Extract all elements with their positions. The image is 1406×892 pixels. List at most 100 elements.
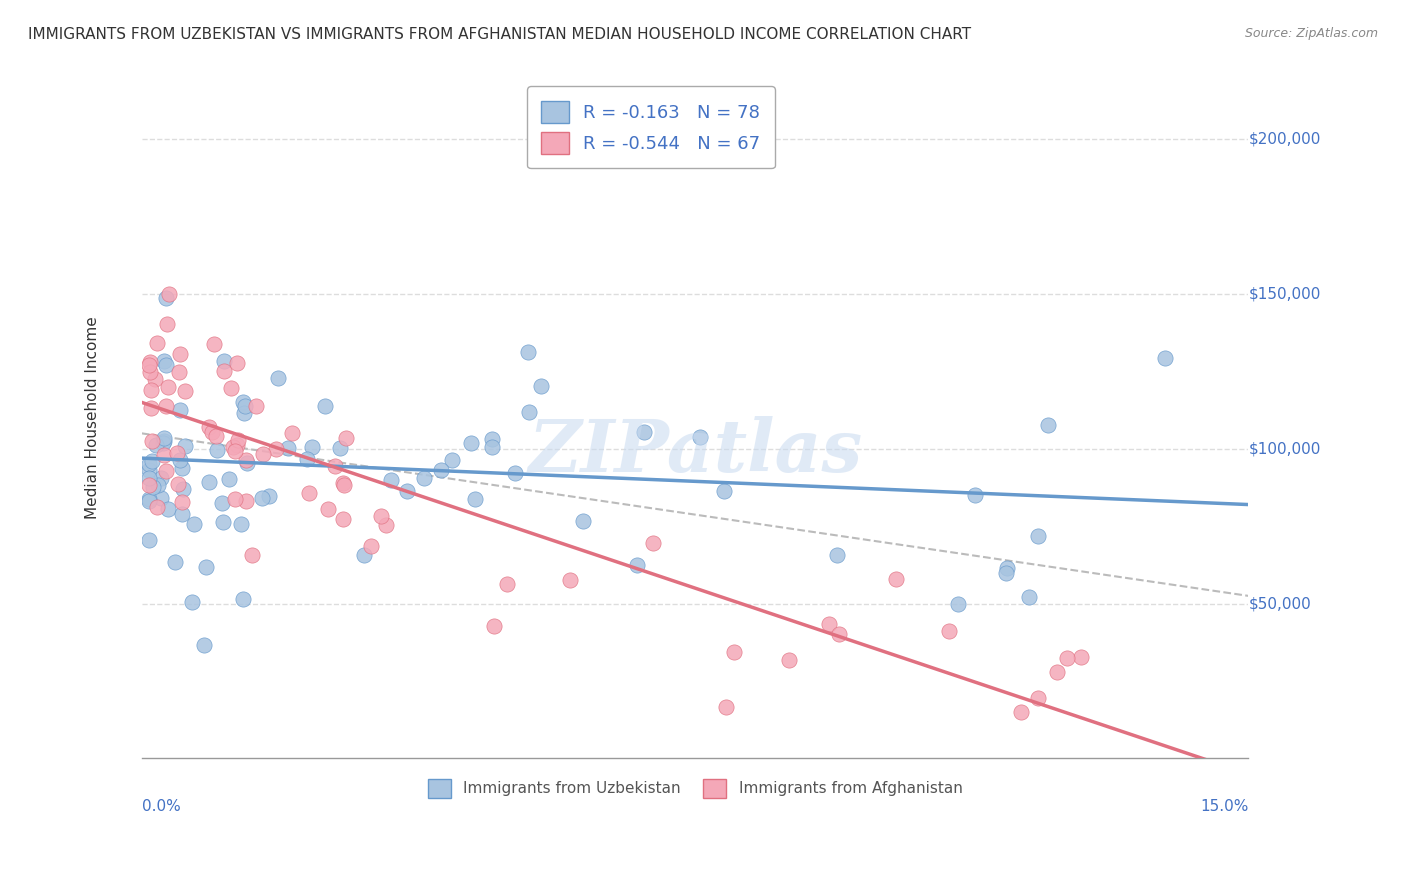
Point	[332, 475, 354, 490]
Point	[503, 467, 526, 481]
Point	[205, 428, 228, 442]
Point	[530, 378, 553, 392]
Point	[157, 502, 180, 516]
Point	[141, 434, 163, 448]
Point	[174, 384, 197, 399]
Point	[250, 491, 273, 505]
Legend: Immigrants from Uzbekistan, Immigrants from Afghanistan: Immigrants from Uzbekistan, Immigrants f…	[420, 772, 970, 805]
Point	[138, 359, 160, 373]
Point	[332, 512, 354, 526]
Point	[138, 471, 160, 485]
Point	[353, 548, 375, 562]
Point	[281, 426, 304, 441]
Point	[138, 462, 160, 476]
Point	[155, 399, 177, 413]
Point	[396, 484, 419, 499]
Point	[232, 395, 254, 409]
Point	[240, 548, 263, 562]
Point	[142, 480, 165, 494]
Point	[259, 489, 281, 503]
Point	[166, 445, 188, 459]
Point	[716, 700, 738, 714]
Point	[235, 452, 257, 467]
Point	[141, 401, 163, 416]
Point	[170, 461, 193, 475]
Point	[172, 495, 194, 509]
Point	[232, 406, 254, 420]
Point	[231, 516, 253, 531]
Point	[167, 476, 190, 491]
Text: 15.0%: 15.0%	[1199, 799, 1249, 814]
Point	[138, 457, 160, 471]
Point	[212, 516, 235, 530]
Point	[201, 425, 224, 440]
Point	[212, 354, 235, 368]
Point	[481, 440, 503, 454]
Point	[226, 438, 249, 452]
Point	[460, 436, 482, 450]
Point	[1070, 650, 1092, 665]
Point	[157, 287, 180, 301]
Point	[252, 447, 274, 461]
Point	[884, 572, 907, 586]
Point	[441, 452, 464, 467]
Point	[207, 442, 229, 457]
Point	[245, 399, 267, 413]
Point	[224, 491, 246, 506]
Point	[481, 432, 503, 446]
Point	[153, 448, 176, 462]
Text: 0.0%: 0.0%	[142, 799, 180, 814]
Point	[464, 492, 486, 507]
Point	[295, 452, 318, 467]
Point	[153, 353, 176, 368]
Point	[232, 592, 254, 607]
Point	[174, 439, 197, 453]
Point	[138, 533, 160, 547]
Point	[413, 471, 436, 485]
Point	[170, 507, 193, 521]
Point	[155, 291, 177, 305]
Text: $100,000: $100,000	[1249, 442, 1320, 457]
Point	[153, 434, 176, 448]
Point	[375, 518, 398, 533]
Point	[224, 444, 246, 458]
Point	[145, 438, 167, 452]
Point	[148, 478, 170, 492]
Point	[938, 624, 960, 638]
Point	[155, 464, 177, 478]
Point	[713, 484, 735, 499]
Point	[1038, 417, 1060, 432]
Point	[817, 616, 839, 631]
Point	[723, 645, 745, 659]
Point	[1056, 650, 1078, 665]
Point	[1046, 665, 1069, 680]
Point	[211, 496, 233, 510]
Point	[169, 452, 191, 467]
Point	[316, 501, 339, 516]
Point	[219, 381, 242, 395]
Point	[948, 597, 970, 611]
Point	[626, 558, 648, 572]
Text: $50,000: $50,000	[1249, 596, 1310, 611]
Point	[572, 515, 595, 529]
Point	[828, 627, 851, 641]
Text: Median Household Income: Median Household Income	[84, 317, 100, 519]
Point	[1154, 351, 1177, 365]
Point	[370, 508, 392, 523]
Point	[141, 453, 163, 467]
Point	[169, 403, 191, 417]
Point	[778, 653, 800, 667]
Point	[496, 576, 519, 591]
Point	[197, 420, 219, 434]
Point	[995, 561, 1018, 575]
Point	[277, 441, 299, 455]
Point	[138, 491, 160, 506]
Point	[138, 493, 160, 508]
Point	[1018, 590, 1040, 604]
Point	[235, 456, 257, 470]
Point	[235, 493, 257, 508]
Point	[643, 536, 665, 550]
Point	[380, 473, 402, 487]
Point	[963, 487, 986, 501]
Text: Source: ZipAtlas.com: Source: ZipAtlas.com	[1244, 27, 1378, 40]
